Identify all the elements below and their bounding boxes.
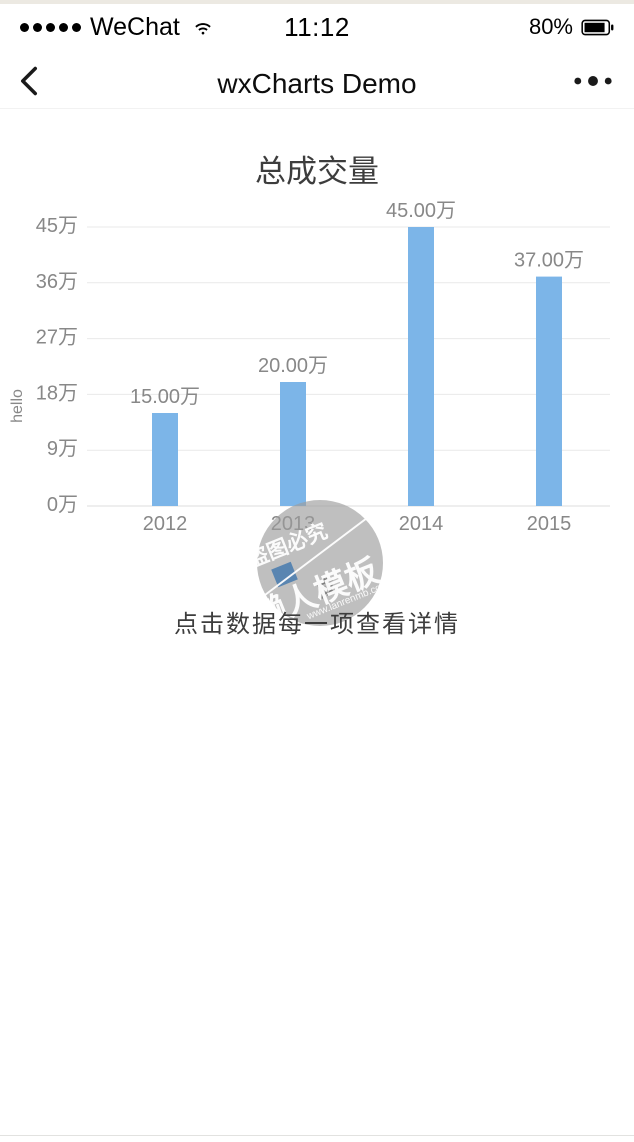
svg-text:15.00万: 15.00万 xyxy=(130,386,200,408)
svg-text:18万: 18万 xyxy=(36,382,78,404)
svg-text:hello: hello xyxy=(9,389,26,423)
svg-text:36万: 36万 xyxy=(36,271,78,293)
svg-text:37.00万: 37.00万 xyxy=(514,250,584,272)
svg-text:45万: 45万 xyxy=(36,215,78,237)
svg-text:27万: 27万 xyxy=(36,327,78,349)
svg-text:2012: 2012 xyxy=(143,513,188,535)
svg-text:0万: 0万 xyxy=(47,494,78,516)
svg-text:9万: 9万 xyxy=(47,438,78,460)
svg-text:2014: 2014 xyxy=(399,513,444,535)
svg-text:20.00万: 20.00万 xyxy=(258,355,328,377)
svg-text:2015: 2015 xyxy=(527,513,572,535)
svg-text:45.00万: 45.00万 xyxy=(386,200,456,222)
